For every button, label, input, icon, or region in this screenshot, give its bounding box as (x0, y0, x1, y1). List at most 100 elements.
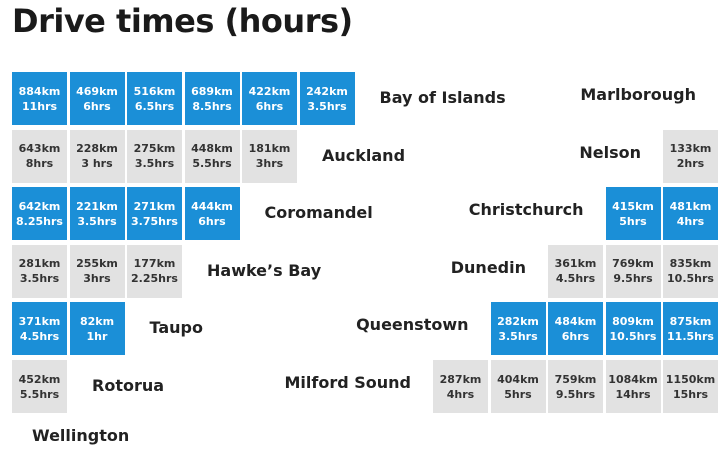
distance: 484km (554, 314, 597, 328)
distance: 177km (133, 257, 176, 271)
place-label: Marlborough (580, 85, 696, 104)
distance-cell: 82km 1hr (69, 302, 125, 356)
place-label: Rotorua (92, 376, 165, 395)
distance-cell: 415km 5hrs (605, 187, 661, 241)
place-label: Wellington (32, 425, 130, 445)
distance: 642km (18, 199, 61, 213)
time: 9.5hrs (555, 387, 596, 401)
time: 2.25hrs (131, 272, 178, 286)
time: 14hrs (615, 387, 651, 401)
time: 5.5hrs (19, 387, 60, 401)
time: 8.25hrs (16, 214, 63, 228)
distance-cell: 228km 3 hrs (69, 129, 125, 183)
distance: 371km (18, 314, 61, 328)
time: 6hrs (198, 214, 226, 228)
distance-cell: 759km 9.5hrs (548, 360, 603, 413)
distance: 1150km (665, 372, 716, 386)
distance: 481km (669, 199, 712, 213)
distance-cell: 875km 11.5hrs (663, 302, 718, 356)
distance-cell: 1150km 15hrs (663, 360, 718, 413)
time: 3hrs (255, 157, 284, 171)
distance-cell: 642km 8.25hrs (12, 187, 67, 241)
distance: 361km (554, 257, 597, 271)
distance: 271km (133, 199, 176, 213)
distance-cell: 481km 4hrs (663, 187, 718, 241)
distance-cell: 769km 9.5hrs (605, 244, 661, 298)
time: 2hrs (676, 157, 705, 171)
time: 3.5hrs (498, 329, 538, 343)
distance-cell: 242km 3.5hrs (299, 72, 355, 125)
distance-cell: 361km 4.5hrs (548, 244, 603, 298)
distance: 221km (76, 199, 118, 213)
distance: 415km (612, 199, 654, 213)
time: 6hrs (561, 329, 590, 343)
distance: 1084km (608, 372, 658, 386)
time: 10.5hrs (667, 272, 714, 286)
distance: 287km (439, 372, 482, 386)
place-label: Dunedin (450, 257, 526, 277)
distance: 643km (18, 142, 61, 156)
time: 3 hrs (81, 157, 113, 171)
distance-cell: 181km 3hrs (242, 129, 297, 183)
distance: 884km (18, 84, 61, 98)
time: 1hr (86, 329, 108, 343)
time: 3.5hrs (307, 99, 347, 113)
distance: 82km (79, 314, 115, 328)
distance: 469km (76, 84, 118, 98)
distance: 228km (76, 142, 118, 156)
distance: 809km (612, 314, 654, 328)
time: 3hrs (83, 272, 111, 286)
time: 9.5hrs (613, 272, 653, 286)
time: 6.5hrs (134, 99, 175, 113)
distance-cell: 255km 3hrs (69, 244, 125, 298)
place-label: Queenstown (356, 315, 469, 335)
place-label: Milford Sound (284, 373, 411, 392)
distance: 275km (133, 142, 176, 156)
distance-cell: 444km 6hrs (184, 187, 240, 241)
distance: 133km (669, 142, 712, 156)
distance-cell: 1084km 14hrs (605, 360, 661, 413)
distance: 689km (191, 84, 233, 98)
distance: 181km (248, 142, 291, 156)
distance: 769km (612, 257, 654, 271)
distance: 422km (248, 84, 291, 98)
time: 11.5hrs (667, 329, 714, 343)
distance: 875km (669, 314, 712, 328)
place-label: Nelson (579, 142, 641, 162)
time: 8hrs (25, 157, 54, 171)
time: 4.5hrs (555, 272, 596, 286)
distance-cell: 371km 4.5hrs (12, 302, 67, 356)
distance: 282km (497, 314, 539, 328)
distance-cell: 484km 6hrs (548, 302, 603, 356)
distance-cell: 271km 3.75hrs (127, 187, 182, 241)
distance-cell: 282km 3.5hrs (490, 302, 546, 356)
time: 4.5hrs (19, 329, 60, 343)
title: Drive times (hours) (12, 2, 353, 40)
distance-cell: 689km 8.5hrs (184, 72, 240, 125)
time: 4hrs (676, 214, 705, 228)
distance: 516km (133, 84, 176, 98)
time: 3.5hrs (19, 272, 60, 286)
distance-cell: 221km 3.5hrs (69, 187, 125, 241)
distance-cell: 281km 3.5hrs (12, 244, 67, 298)
time: 8.5hrs (192, 99, 232, 113)
place-label: Christchurch (468, 200, 584, 220)
distance: 281km (18, 257, 61, 271)
distance-cell: 287km 4hrs (433, 360, 488, 413)
place-label: Hawke’s Bay (207, 260, 322, 280)
time: 5hrs (619, 214, 647, 228)
place-label: Taupo (149, 318, 203, 338)
distance-cell: 452km 5.5hrs (12, 360, 67, 413)
time: 10.5hrs (609, 329, 657, 343)
time: 5.5hrs (192, 157, 232, 171)
time: 4hrs (446, 387, 475, 401)
time: 3.5hrs (134, 157, 175, 171)
distance-cell: 469km 6hrs (69, 72, 125, 125)
distance-cell: 133km 2hrs (663, 129, 718, 183)
distance-cell: 643km 8hrs (12, 129, 67, 183)
time: 11hrs (21, 99, 58, 113)
distance: 255km (76, 257, 118, 271)
time: 3.75hrs (131, 214, 178, 228)
distance: 444km (191, 199, 233, 213)
